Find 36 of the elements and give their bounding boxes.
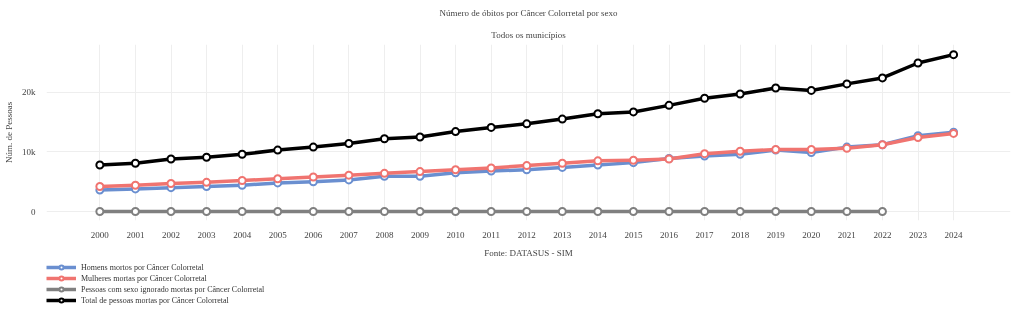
legend-label: Pessoas com sexo ignorado mortas por Câncer Colorretal <box>81 284 265 294</box>
x-tick-label: 2019 <box>766 229 786 240</box>
x-tick-label: 2012 <box>517 229 536 240</box>
chart-title: Número de óbitos por Câncer Colorretal por sexo <box>439 7 619 18</box>
x-tick-label: 2010 <box>446 229 466 240</box>
x-tick-label: 2018 <box>731 229 750 240</box>
y-tick-label: 20k <box>22 87 36 98</box>
x-tick-label: 2000 <box>90 229 110 240</box>
x-tick-label: 2011 <box>482 229 500 240</box>
x-tick-label: 2006 <box>304 229 323 240</box>
y-tick-label: 0 <box>31 206 36 217</box>
source-note: Fonte: DATASUS - SIM <box>484 247 573 258</box>
x-tick-label: 2013 <box>553 229 572 240</box>
x-tick-label: 2014 <box>588 229 608 240</box>
x-tick-label: 2017 <box>695 229 715 240</box>
x-tick-label: 2020 <box>802 229 821 240</box>
y-axis-title: Núm. de Pessoas <box>4 101 14 164</box>
x-tick-label: 2023 <box>909 229 928 240</box>
x-tick-label: 2007 <box>339 229 359 240</box>
legend-label: Total de pessoas mortas por Câncer Colorretal <box>81 295 229 305</box>
x-tick-label: 2022 <box>873 229 892 240</box>
x-tick-label: 2008 <box>375 229 394 240</box>
legend-label: Homens mortos por Câncer Colorretal <box>81 262 204 272</box>
x-tick-label: 2004 <box>233 229 252 240</box>
legend-label: Mulheres mortas por Câncer Colorretal <box>81 273 207 283</box>
x-tick-label: 2015 <box>624 229 643 240</box>
chart-subtitle: Todos os municípios <box>491 29 567 40</box>
x-tick-label: 2001 <box>126 229 145 240</box>
x-tick-label: 2005 <box>268 229 288 240</box>
x-tick-label: 2016 <box>660 229 679 240</box>
y-tick-label: 10k <box>22 146 36 157</box>
x-tick-label: 2002 <box>162 229 180 240</box>
x-tick-label: 2009 <box>411 229 430 240</box>
x-tick-label: 2021 <box>837 229 856 240</box>
x-tick-label: 2024 <box>944 229 964 240</box>
x-tick-label: 2003 <box>197 229 217 240</box>
